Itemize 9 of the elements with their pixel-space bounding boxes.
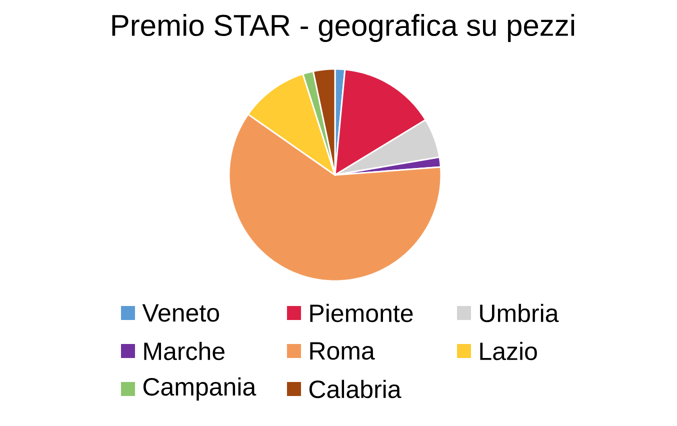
legend-label: Lazio bbox=[480, 342, 537, 360]
chart-title: Premio STAR - geografica su pezzi bbox=[112, 14, 574, 42]
legend-label: Umbria bbox=[480, 304, 559, 322]
legend-label: Veneto bbox=[142, 304, 220, 322]
legend-label: Roma bbox=[310, 342, 375, 360]
legend-label: Piemonte bbox=[310, 304, 413, 322]
legend-label: Marche bbox=[144, 342, 224, 360]
legend-label: Campania bbox=[143, 377, 256, 401]
legend-label: Calabria bbox=[309, 380, 402, 398]
